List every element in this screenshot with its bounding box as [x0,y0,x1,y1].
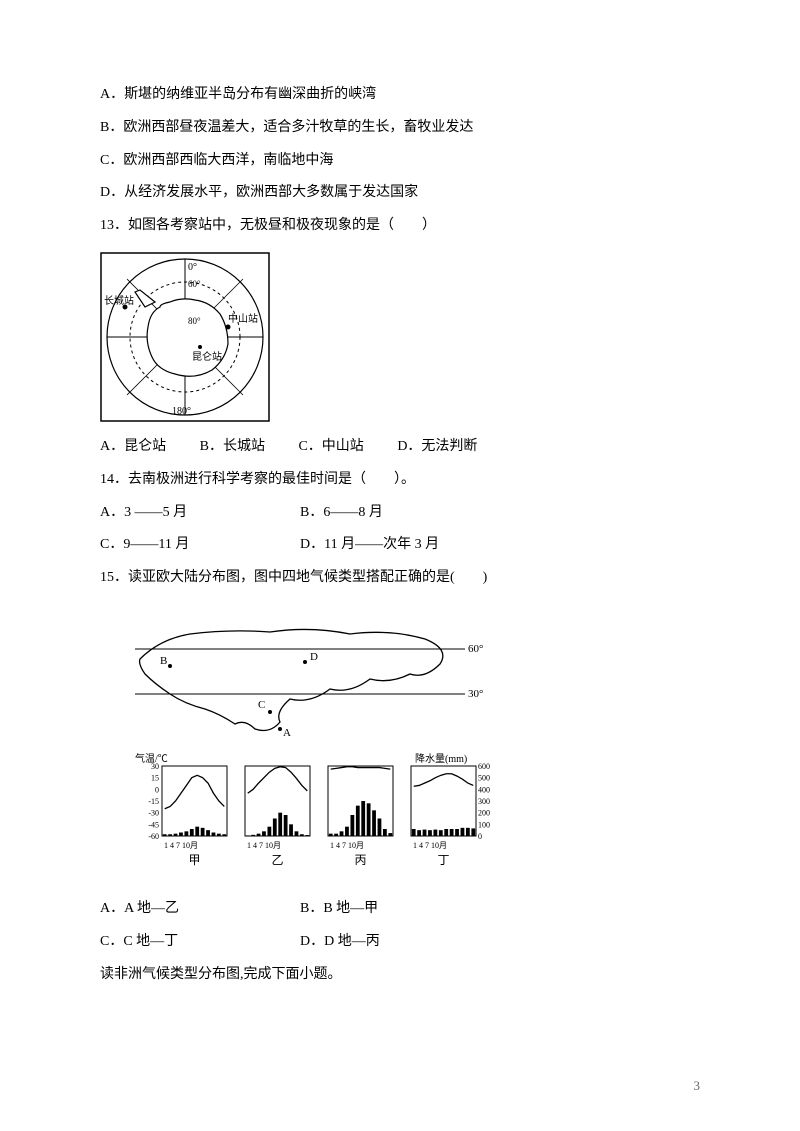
station-changcheng: 长城站 [104,294,134,307]
lon-label-180: 180° [172,406,191,417]
svg-text:0: 0 [155,785,159,794]
svg-text:乙: 乙 [271,853,283,867]
svg-text:30: 30 [151,762,159,771]
antarctica-map-svg: 0° 60° 80° 180° 长城站 中山站 昆仑站 [100,252,270,422]
svg-text:0: 0 [478,832,482,841]
q14-row1: A．3 ——5 月 B．6——8 月 [100,498,700,529]
svg-text:500: 500 [478,774,490,783]
svg-text:300: 300 [478,797,490,806]
q13-stem: 13．如图各考察站中，无极昼和极夜现象的是（ ） [100,211,700,242]
q15-row1: A．A 地—乙 B．B 地—甲 [100,894,700,925]
svg-text:100: 100 [478,820,490,829]
q14-option-a: A．3 ——5 月 [100,498,300,529]
lat-30: 30° [468,688,483,700]
svg-text:15: 15 [151,774,159,783]
q13-option-c: C．中山站 [298,432,363,463]
q14-option-c: C．9——11 月 [100,530,300,561]
precip-axis-label: 降水量(mm) [415,752,467,765]
eurasia-outline: 60° 30° B D C A [135,629,483,739]
q14-row2: C．9——11 月 D．11 月——次年 3 月 [100,530,700,561]
q12-option-b: B．欧洲西部昼夜温差大，适合多汁牧草的生长，畜牧业发达 [100,113,700,144]
point-b: B [160,655,167,667]
svg-text:-45: -45 [148,820,159,829]
svg-text:1 4 7 10月: 1 4 7 10月 [164,841,198,850]
point-d: D [310,651,318,663]
point-a: A [283,727,291,739]
eurasia-figure-svg: 60° 30° B D C A 气温/℃ 降水量(mm) 30150-15-30… [130,604,490,884]
q15-stem: 15．读亚欧大陆分布图，图中四地气候类型搭配正确的是( ) [100,563,700,594]
q13-option-b: B．长城站 [200,432,265,463]
climate-charts: 气温/℃ 降水量(mm) 30150-15-30-45-606005004003… [135,752,490,867]
svg-text:丁: 丁 [437,853,449,867]
q12-option-c: C．欧洲西部西临大西洋，南临地中海 [100,146,700,177]
q13-option-a: A．昆仑站 [100,432,166,463]
svg-text:丙: 丙 [354,853,366,867]
lat-60: 60° [468,643,483,655]
q12-option-a: A．斯堪的纳维亚半岛分布有幽深曲折的峡湾 [100,80,700,111]
q15-row2: C．C 地—丁 D．D 地—丙 [100,927,700,958]
station-kunlun: 昆仑站 [192,350,222,363]
q15-option-b: B．B 地—甲 [300,894,500,925]
q13-option-d: D．无法判断 [397,432,477,463]
q15-option-d: D．D 地—丙 [300,927,500,958]
q15-figure: 60° 30° B D C A 气温/℃ 降水量(mm) 30150-15-30… [100,604,700,884]
q15-option-c: C．C 地—丁 [100,927,300,958]
lat-label-80: 80° [188,316,201,326]
lat-label-0: 0° [188,262,197,273]
svg-text:-30: -30 [148,809,159,818]
station-zhongshan: 中山站 [228,312,258,325]
q13-options: A．昆仑站 B．长城站 C．中山站 D．无法判断 [100,432,700,463]
svg-text:200: 200 [478,809,490,818]
svg-text:-15: -15 [148,797,159,806]
q14-option-b: B．6——8 月 [300,498,500,529]
svg-text:600: 600 [478,762,490,771]
svg-text:1 4 7 10月: 1 4 7 10月 [330,841,364,850]
q15-option-a: A．A 地—乙 [100,894,300,925]
svg-text:1 4 7 10月: 1 4 7 10月 [413,841,447,850]
q14-option-d: D．11 月——次年 3 月 [300,530,500,561]
svg-text:-60: -60 [148,832,159,841]
svg-text:甲: 甲 [188,853,200,867]
svg-text:400: 400 [478,785,490,794]
q13-figure: 0° 60° 80° 180° 长城站 中山站 昆仑站 [100,252,700,422]
point-c: C [258,699,265,711]
q14-stem: 14．去南极洲进行科学考察的最佳时间是（ ）。 [100,465,700,496]
lat-label-60: 60° [188,279,201,289]
svg-text:1 4 7 10月: 1 4 7 10月 [247,841,281,850]
page-number: 3 [694,1072,701,1101]
q12-option-d: D．从经济发展水平，欧洲西部大多数属于发达国家 [100,178,700,209]
next-section-intro: 读非洲气候类型分布图,完成下面小题。 [100,960,700,991]
